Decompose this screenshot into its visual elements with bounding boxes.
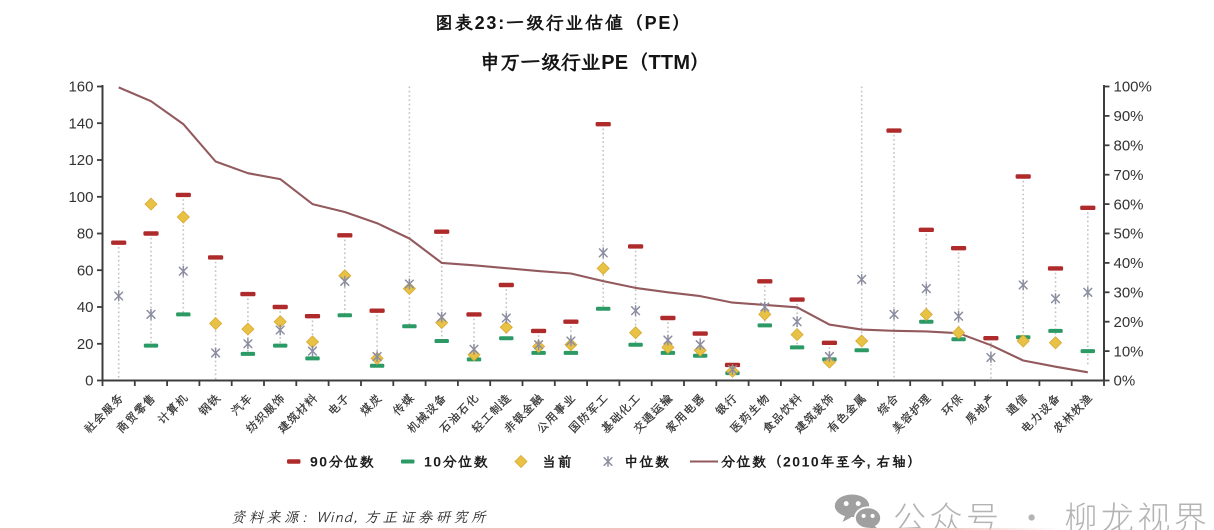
svg-text:综合: 综合 — [874, 391, 902, 419]
svg-text:20: 20 — [77, 336, 94, 353]
svg-text:80: 80 — [77, 226, 94, 243]
svg-text:煤炭: 煤炭 — [357, 391, 385, 419]
svg-text:通信: 通信 — [1003, 391, 1031, 419]
svg-text:60: 60 — [77, 262, 94, 279]
svg-text:40: 40 — [77, 299, 94, 316]
svg-text:电子: 电子 — [325, 391, 353, 419]
svg-text:40%: 40% — [1114, 255, 1144, 272]
svg-text:10分位数: 10分位数 — [424, 453, 489, 469]
svg-text:银行: 银行 — [713, 391, 741, 419]
svg-text:90分位数: 90分位数 — [310, 453, 375, 469]
svg-text:80%: 80% — [1114, 138, 1144, 155]
svg-text:20%: 20% — [1114, 314, 1144, 331]
svg-text:传媒: 传媒 — [389, 391, 417, 419]
svg-text:0: 0 — [85, 373, 93, 390]
svg-text:70%: 70% — [1114, 167, 1144, 184]
svg-text:汽车: 汽车 — [228, 391, 256, 419]
svg-text:100%: 100% — [1114, 79, 1152, 96]
svg-text:160: 160 — [68, 79, 93, 96]
svg-text:100: 100 — [68, 189, 93, 206]
svg-text:30%: 30% — [1114, 285, 1144, 302]
svg-text:140: 140 — [68, 115, 93, 132]
svg-text:0%: 0% — [1114, 373, 1136, 390]
svg-text:分位数（2010年至今, 右轴）: 分位数（2010年至今, 右轴） — [720, 453, 923, 469]
svg-text:10%: 10% — [1114, 343, 1144, 360]
svg-text:环保: 环保 — [939, 391, 967, 419]
svg-text:50%: 50% — [1114, 226, 1144, 243]
svg-text:中位数: 中位数 — [624, 453, 671, 469]
svg-text:60%: 60% — [1114, 196, 1144, 213]
svg-text:钢铁: 钢铁 — [196, 391, 224, 419]
svg-text:计算机: 计算机 — [154, 390, 191, 427]
svg-text:当前: 当前 — [542, 453, 573, 469]
svg-text:120: 120 — [68, 152, 93, 169]
svg-text:房地产: 房地产 — [962, 391, 999, 428]
svg-text:90%: 90% — [1114, 108, 1144, 125]
